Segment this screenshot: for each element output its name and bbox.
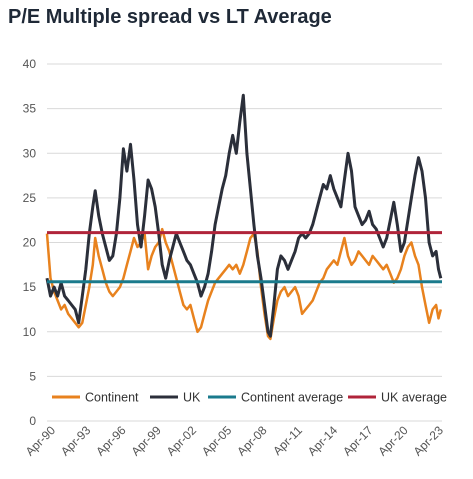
- legend: Continent UK Continent average UK average: [52, 391, 447, 405]
- legend-label: Continent average: [241, 391, 343, 405]
- x-axis-ticks: Apr-90 Apr-93 Apr-96 Apr-99 Apr-02 Apr-05 Apr-…: [23, 423, 447, 459]
- x-tick-label: Apr-11: [270, 423, 305, 458]
- y-tick-label: 10: [23, 325, 37, 339]
- chart-title: P/E Multiple spread vs LT Average: [8, 6, 332, 28]
- x-tick-label: Apr-90: [23, 423, 59, 459]
- x-tick-label: Apr-17: [340, 423, 376, 459]
- y-tick-label: 20: [23, 236, 37, 250]
- gridlines: [47, 63, 442, 422]
- y-tick-label: 15: [23, 280, 37, 294]
- series-line-uk: [45, 93, 443, 338]
- x-tick-label: Apr-14: [305, 423, 341, 459]
- y-tick-label: 40: [23, 57, 37, 71]
- legend-label: UK average: [381, 391, 447, 405]
- x-tick-label: Apr-20: [375, 423, 411, 459]
- y-tick-label: 25: [23, 191, 37, 205]
- series-lines: [45, 93, 443, 341]
- legend-label: Continent: [85, 391, 139, 405]
- y-tick-label: 5: [29, 369, 36, 383]
- y-tick-label: 35: [23, 102, 37, 116]
- x-tick-label: Apr-23: [411, 423, 447, 459]
- x-tick-label: Apr-93: [58, 423, 94, 459]
- y-tick-label: 30: [23, 146, 37, 160]
- x-tick-label: Apr-08: [234, 423, 270, 459]
- series-line-continent: [45, 227, 443, 341]
- x-tick-label: Apr-96: [93, 423, 129, 459]
- x-tick-label: Apr-05: [199, 423, 235, 459]
- x-tick-label: Apr-99: [128, 423, 164, 459]
- y-axis-ticks: 0 5 10 15 20 25 30 35 40: [23, 57, 37, 428]
- x-tick-label: Apr-02: [164, 423, 200, 459]
- legend-label: UK: [183, 391, 201, 405]
- average-lines: [47, 231, 442, 284]
- y-tick-label: 0: [29, 414, 36, 428]
